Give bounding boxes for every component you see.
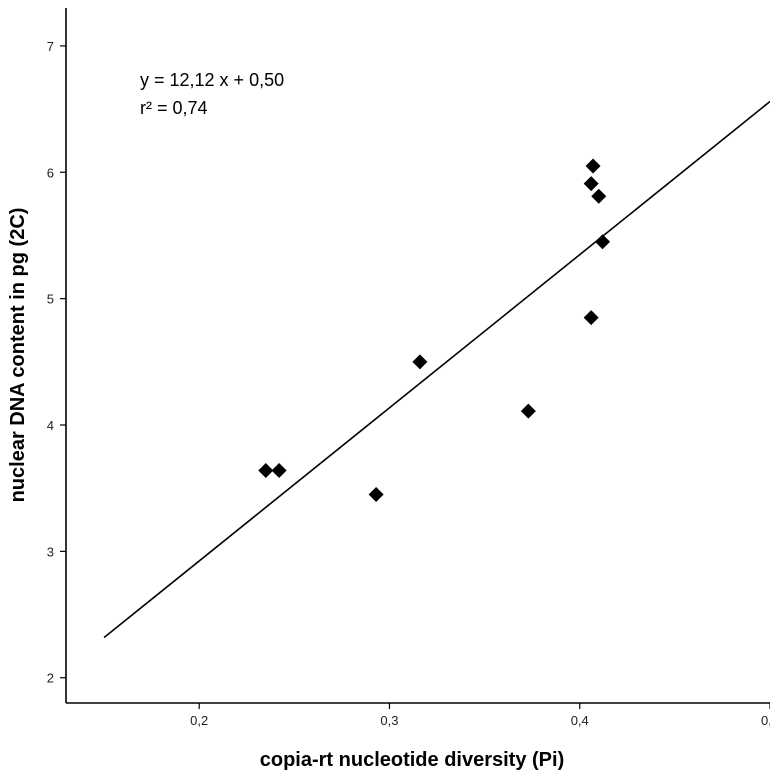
x-tick-label: 0,3 xyxy=(380,713,398,728)
y-tick-label: 2 xyxy=(47,671,54,686)
data-point xyxy=(591,188,607,204)
regression-equation: y = 12,12 x + 0,50 xyxy=(140,70,284,90)
data-point xyxy=(583,176,599,192)
y-tick-label: 7 xyxy=(47,39,54,54)
data-point xyxy=(412,354,428,370)
x-axis-title: copia-rt nucleotide diversity (Pi) xyxy=(260,749,565,771)
y-tick-label: 3 xyxy=(47,544,54,559)
data-points xyxy=(258,158,611,502)
data-point xyxy=(271,462,287,478)
data-point xyxy=(520,403,536,419)
data-point xyxy=(595,234,611,250)
data-point xyxy=(583,310,599,326)
y-tick-label: 4 xyxy=(47,418,54,433)
data-point xyxy=(258,462,274,478)
r-squared-label: r² = 0,74 xyxy=(140,98,208,118)
y-tick-label: 6 xyxy=(47,165,54,180)
y-axis: 2 3 4 5 6 7 xyxy=(47,8,67,703)
x-tick-label: 0,4 xyxy=(571,713,589,728)
x-tick-label: 0,5 xyxy=(761,713,770,728)
y-tick-label: 5 xyxy=(47,292,54,307)
y-axis-title: nuclear DNA content in pg (2C) xyxy=(7,208,29,503)
regression-line xyxy=(103,100,770,639)
data-point xyxy=(368,487,384,502)
x-axis: 0,2 0,3 0,4 0,5 xyxy=(66,702,770,728)
x-tick-label: 0,2 xyxy=(190,713,208,728)
data-point xyxy=(585,158,601,174)
